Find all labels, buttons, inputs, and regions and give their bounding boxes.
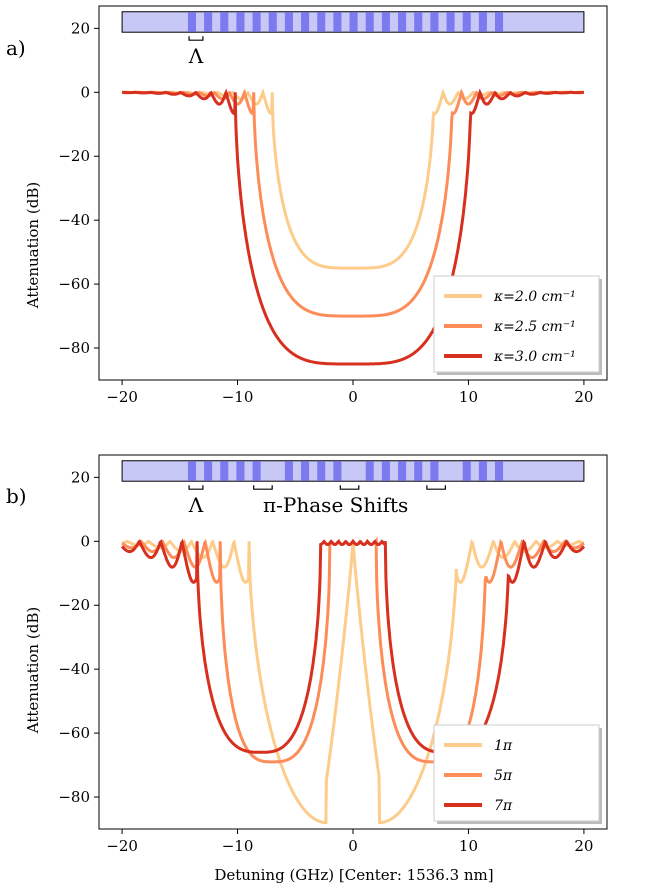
y-tick-label: −20 bbox=[58, 147, 90, 165]
grating-stripe bbox=[381, 461, 390, 481]
y-tick-label: 20 bbox=[71, 19, 90, 37]
x-tick-label: 20 bbox=[574, 837, 593, 855]
grating-stripe bbox=[252, 12, 261, 32]
x-tick-label: 10 bbox=[459, 388, 478, 406]
grating-stripe bbox=[381, 12, 390, 32]
grating-stripe bbox=[236, 12, 245, 32]
x-tick-label: −20 bbox=[106, 388, 138, 406]
grating-stripe bbox=[284, 12, 293, 32]
y-tick-label: −20 bbox=[58, 596, 90, 614]
y-tick-label: −40 bbox=[58, 660, 90, 678]
grating-stripe bbox=[365, 12, 374, 32]
annotation-text: Λ bbox=[188, 44, 204, 68]
y-tick-label: −80 bbox=[58, 788, 90, 806]
grating-stripe bbox=[398, 461, 407, 481]
legend-entry: 1π bbox=[494, 738, 513, 754]
x-tick-label: 20 bbox=[574, 388, 593, 406]
period-bracket bbox=[426, 485, 446, 490]
y-tick-label: −60 bbox=[58, 724, 90, 742]
x-axis-label: Detuning (GHz) [Center: 1536.3 nm] bbox=[214, 866, 493, 884]
period-bracket bbox=[253, 485, 273, 490]
panel-b-label: b) bbox=[6, 484, 27, 508]
panel-a: a) Attenuation (dB) −20 −10 0 10 20 20 0 −20 −40… bbox=[6, 5, 608, 406]
grating-stripe bbox=[252, 461, 261, 481]
grating-stripe bbox=[495, 12, 504, 32]
annotation-text: Λ bbox=[188, 493, 204, 517]
grating-stripe bbox=[236, 461, 245, 481]
x-tick-label: 0 bbox=[348, 388, 358, 406]
y-tick-label: −80 bbox=[58, 339, 90, 357]
grating-stripe bbox=[317, 461, 326, 481]
grating-stripe bbox=[333, 12, 342, 32]
grating-stripe bbox=[430, 461, 439, 481]
x-tick-label: −20 bbox=[106, 837, 138, 855]
panel-a-label: a) bbox=[6, 36, 26, 60]
grating-stripe bbox=[284, 461, 293, 481]
grating-stripe bbox=[462, 461, 471, 481]
grating-stripe bbox=[317, 12, 326, 32]
period-bracket bbox=[339, 485, 360, 490]
x-tick-label: 0 bbox=[348, 837, 358, 855]
grating-stripe bbox=[220, 12, 229, 32]
series-line-1 bbox=[122, 88, 584, 270]
legend-entry: 7π bbox=[494, 798, 513, 814]
panel-a-ylabel: Attenuation (dB) bbox=[24, 182, 42, 309]
x-tick-label: 10 bbox=[459, 837, 478, 855]
grating-stripe bbox=[349, 12, 358, 32]
panel-b-plot-area: −20 −10 0 10 20 20 0 −20 −40 −60 −80 Λ π-Phase Shift… bbox=[58, 454, 608, 855]
panel-b-ylabel: Attenuation (dB) bbox=[24, 607, 42, 734]
grating-stripe bbox=[268, 12, 277, 32]
series-line-3 bbox=[120, 538, 586, 754]
panel-b: b) Attenuation (dB) −20 −10 0 10 20 20 0 −20 −40… bbox=[6, 454, 608, 855]
panel-a-plot-area: −20 −10 0 10 20 20 0 −20 −40 −60 −80 Λκ=2.0 cm⁻¹ κ=2… bbox=[58, 5, 608, 406]
grating-stripe bbox=[446, 12, 455, 32]
grating-stripe bbox=[333, 461, 342, 481]
legend-entry: 5π bbox=[494, 768, 513, 784]
x-tick-label: −10 bbox=[222, 388, 254, 406]
series-line-2 bbox=[122, 88, 584, 318]
y-tick-label: 20 bbox=[71, 468, 90, 486]
grating-stripe bbox=[414, 12, 423, 32]
annotation-text: π-Phase Shifts bbox=[263, 493, 408, 517]
grating-stripe bbox=[414, 461, 423, 481]
grating-stripe bbox=[478, 12, 487, 32]
grating-stripe bbox=[430, 12, 439, 32]
grating-stripe bbox=[301, 461, 310, 481]
legend-entry: κ=3.0 cm⁻¹ bbox=[493, 349, 576, 365]
grating-stripe bbox=[204, 461, 213, 481]
x-tick-label: −10 bbox=[222, 837, 254, 855]
y-tick-label: −40 bbox=[58, 211, 90, 229]
grating-stripe bbox=[398, 12, 407, 32]
grating-stripe bbox=[301, 12, 310, 32]
period-bracket bbox=[188, 36, 204, 41]
grating-stripe bbox=[495, 461, 504, 481]
grating-stripe bbox=[187, 461, 196, 481]
series-line-3 bbox=[122, 88, 584, 366]
grating-stripe bbox=[187, 12, 196, 32]
legend-entry: κ=2.0 cm⁻¹ bbox=[493, 289, 576, 305]
grating-stripe bbox=[478, 461, 487, 481]
grating-stripe bbox=[365, 461, 374, 481]
legend-entry: κ=2.5 cm⁻¹ bbox=[493, 319, 576, 335]
y-tick-label: 0 bbox=[80, 532, 90, 550]
grating-stripe bbox=[220, 461, 229, 481]
period-bracket bbox=[188, 485, 204, 490]
grating-stripe bbox=[462, 12, 471, 32]
grating-stripe bbox=[204, 12, 213, 32]
y-tick-label: −60 bbox=[58, 275, 90, 293]
y-tick-label: 0 bbox=[80, 83, 90, 101]
